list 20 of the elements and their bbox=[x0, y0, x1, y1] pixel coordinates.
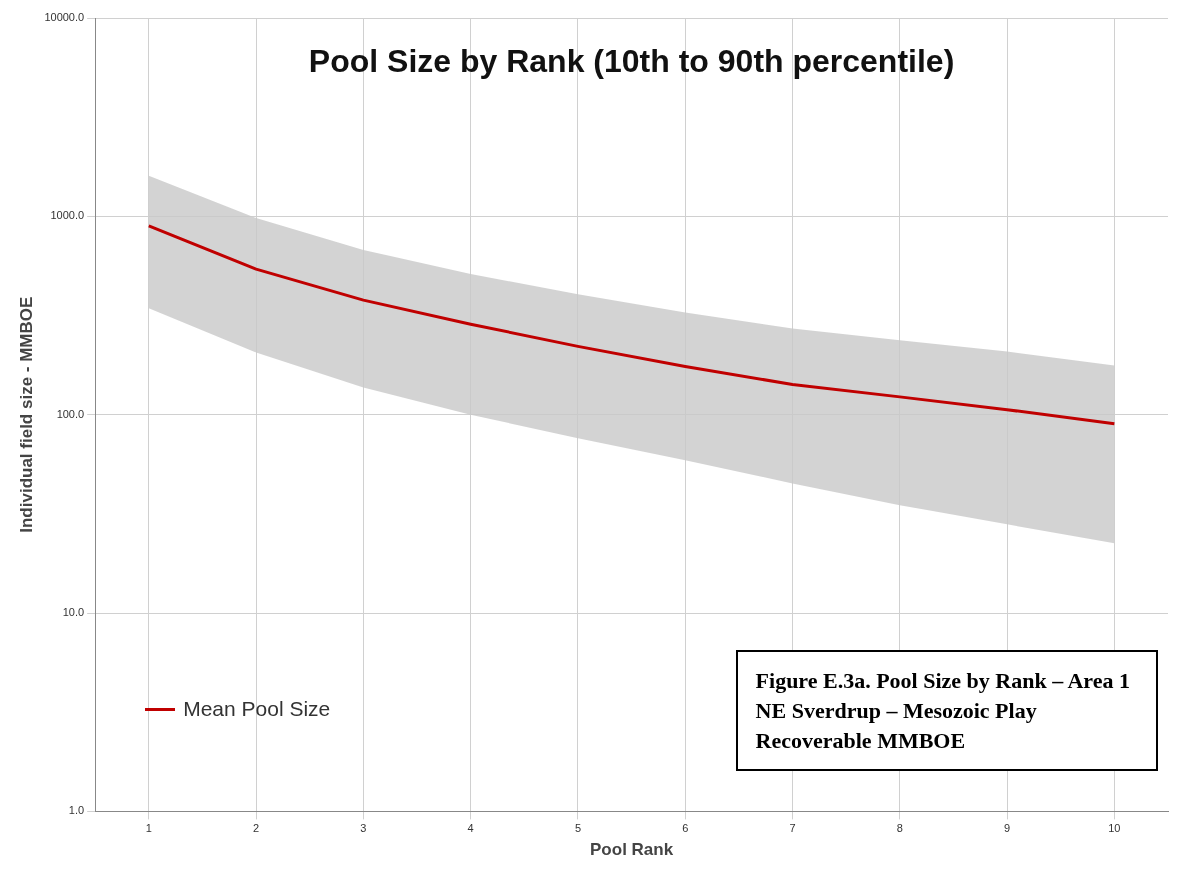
text: Pool Size by Rank (10th to 90th percentile) bbox=[307, 43, 956, 80]
y-tick-label: 10000.0 bbox=[44, 11, 85, 24]
legend-label: Mean Pool Size bbox=[183, 697, 331, 722]
x-tick-label: 9 bbox=[1004, 822, 1011, 835]
y-axis-title: Individual field size - MMBOE bbox=[16, 296, 36, 533]
x-axis-title: Pool Rank bbox=[590, 840, 674, 860]
y-tick-label: 1.0 bbox=[68, 804, 85, 817]
x-tick-label: 7 bbox=[789, 822, 796, 835]
x-tick-label: 6 bbox=[682, 822, 689, 835]
annotation: Figure E.3a. Pool Size by Rank – Area 1 NE Sverdrup – Mesozoic Play Recoverable MMBOE bbox=[735, 650, 1158, 772]
x-tick-label: 4 bbox=[467, 822, 474, 835]
x-tick-label: 2 bbox=[253, 822, 260, 835]
y-tick-label: 10.0 bbox=[62, 606, 85, 619]
x-tick-label: 8 bbox=[896, 822, 903, 835]
x-tick-label: 10 bbox=[1108, 822, 1121, 835]
x-tick-label: 5 bbox=[574, 822, 581, 835]
y-tick-label: 1000.0 bbox=[50, 209, 85, 222]
x-tick-label: 3 bbox=[360, 822, 367, 835]
x-tick-label: 1 bbox=[145, 822, 152, 835]
y-tick-label: 100.0 bbox=[56, 407, 85, 420]
